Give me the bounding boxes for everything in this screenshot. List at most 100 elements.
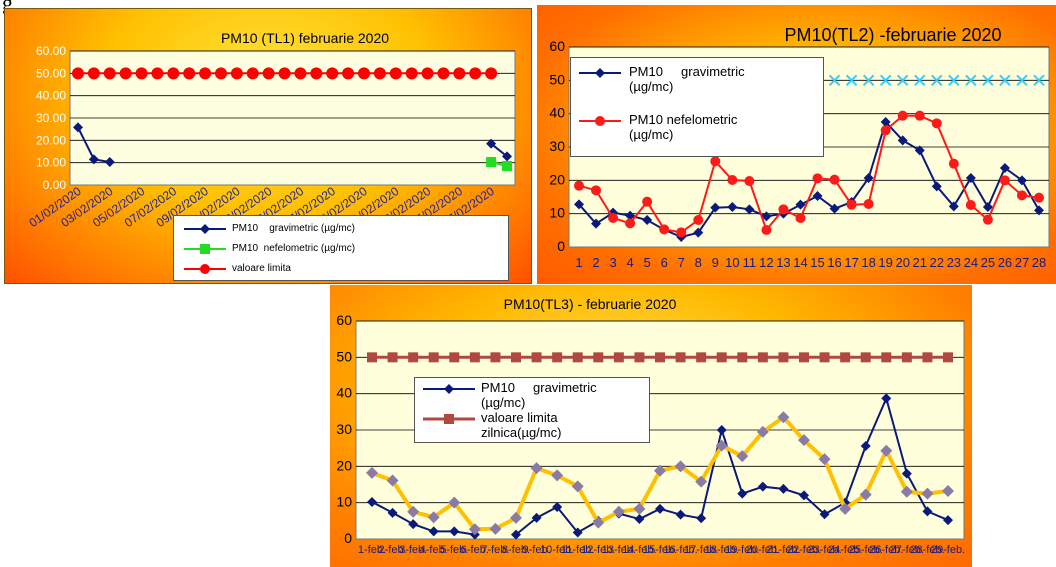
chart-panel-tl1: 0.00 10.00 20.00 30.00 40.00 50.00 60.00 PM10 (… [4,8,532,284]
data-point [592,516,605,529]
chart-title: PM10(TL2) -februarie 2020 [784,25,1001,45]
data-point [1034,205,1044,216]
data-point [387,507,398,518]
data-point [1016,190,1027,201]
data-point [862,74,875,87]
data-point [716,352,727,363]
data-point [655,503,665,514]
x-tick-label: 23-feb. [807,544,841,556]
data-point [468,523,481,536]
data-point [931,118,942,129]
data-point [921,487,934,500]
data-point [531,512,542,523]
data-point [408,352,419,363]
data-point [655,352,665,363]
data-point [502,161,512,172]
data-point [948,158,959,169]
legend-gravimetric-label: PM10 gravimetric (µg/mc) [481,380,597,410]
x-tick-label: 4 [626,255,633,270]
data-point [840,352,851,363]
x-tick-label: 6 [661,255,668,270]
data-point [574,199,584,210]
y-tick-label: 20.00 [36,133,66,147]
data-point [914,74,926,87]
data-point [896,74,909,87]
data-point [428,526,439,537]
x-tick-label: 11 [743,255,757,270]
legend-limit-symbol [184,264,226,274]
data-point [490,352,501,363]
x-tick-label: 4-feb. [420,544,448,556]
data-point [135,67,148,80]
legend-nefelometric-label: PM10 nefelometric (µg/mc) [232,243,356,254]
data-point [608,213,619,223]
data-point [367,352,377,363]
data-point [427,511,440,524]
x-tick-label: 2 [592,255,599,270]
data-point [880,125,891,136]
data-point [778,352,789,363]
data-point [914,110,925,121]
x-tick-label: 6-feb. [461,544,489,556]
y-tick-label: 10.00 [36,156,66,170]
data-point [183,67,196,80]
x-tick-label: 10-feb. [540,544,574,556]
x-tick-label: 3 [609,255,616,270]
data-point [879,74,892,87]
data-point [469,352,480,363]
data-point [530,462,543,475]
data-point [859,488,872,501]
data-point [151,67,164,80]
chart-title: PM10(TL3) - februarie 2020 [504,296,677,312]
data-point [73,122,83,133]
data-point [778,483,789,494]
x-tick-label: 7 [678,255,685,270]
y-tick-label: 50 [549,71,565,87]
x-tick-label: 22-feb. [787,544,821,556]
data-point [642,196,653,207]
data-point [880,444,893,457]
data-point [486,138,497,149]
data-point [931,74,943,87]
data-point [485,67,498,80]
x-tick-label: 11-feb. [561,544,594,556]
x-tick-label: 19-feb. [725,544,759,556]
y-tick-label: 50.00 [36,66,66,80]
x-tick-label: 20 [895,255,909,270]
data-point [167,67,180,80]
data-point [693,215,704,225]
data-point [552,352,563,363]
data-point [901,352,912,363]
chart-tl3-svg: 0 10 20 30 40 50 60 PM10(TL3) - februarie 2020 1… [336,296,965,556]
data-point [366,466,378,479]
data-point [421,67,434,80]
x-tick-label: 29-feb. [931,544,965,556]
x-tick-label: 27 [1015,255,1029,270]
data-point [1016,74,1028,87]
x-tick-label: 21-feb. [766,544,800,556]
data-point [840,497,851,508]
data-point [818,453,831,466]
data-point [819,509,830,520]
data-point [675,509,686,520]
x-tick-label: 16 [827,255,841,270]
x-tick-label: 28-feb. [910,544,944,556]
data-point [551,469,564,482]
y-tick-label: 0.00 [43,178,67,192]
x-tick-label: 28 [1032,255,1046,270]
x-tick-label: 5-feb. [440,544,468,556]
data-point [777,411,790,424]
data-point [625,210,636,221]
x-tick-label: 13-feb. [602,544,636,556]
data-point [819,352,830,363]
x-tick-label: 19 [878,255,892,270]
data-point [386,474,399,487]
data-point [674,460,687,473]
data-point [693,227,704,238]
data-point [531,352,542,363]
data-point [326,67,339,80]
legend-gravimetric-label: PM10 gravimetric (µg/mc) [232,223,356,234]
data-point [572,527,583,538]
legend-limit-symbol [423,414,475,424]
data-point [449,526,460,537]
